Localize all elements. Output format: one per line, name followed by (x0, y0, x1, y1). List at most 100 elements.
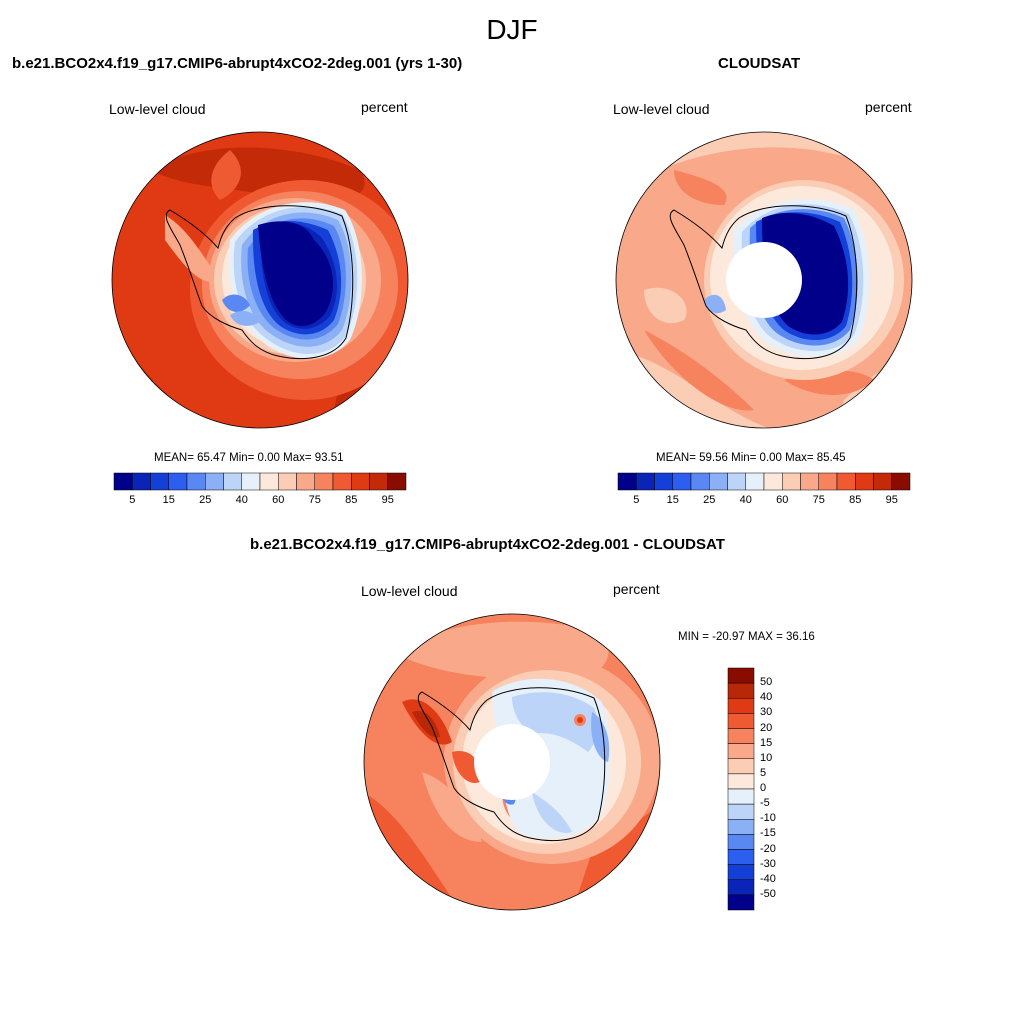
colorbar-tick-label: 40 (235, 494, 248, 506)
colorbar-tick-label: 40 (760, 691, 773, 704)
colorbar-swatch (654, 472, 673, 491)
colorbar-tick-label: 30 (760, 706, 773, 719)
panel-1-units-label: percent (361, 99, 408, 115)
colorbar-tick-label: -15 (760, 827, 776, 840)
colorbar-swatch (223, 472, 242, 491)
colorbar-swatch (727, 728, 755, 744)
colorbar-swatch (727, 788, 755, 805)
colorbar-swatch (727, 743, 755, 759)
colorbar-swatch (727, 758, 755, 775)
colorbar-swatch (800, 472, 819, 491)
colorbar-swatch (891, 472, 911, 491)
colorbar-swatch (727, 667, 755, 684)
colorbar-swatch (672, 472, 692, 491)
colorbar-swatch (186, 472, 206, 491)
colorbar-tick-label: 50 (760, 676, 773, 689)
colorbar-swatch (690, 472, 710, 491)
figure-title: DJF (486, 14, 538, 45)
colorbar-tick-label: 10 (760, 751, 773, 764)
colorbar-tick-label: 15 (162, 494, 175, 506)
colorbar-swatch (709, 472, 728, 491)
panel-2-colorbar-labels: 5 15 25 40 60 75 85 95 (618, 494, 910, 508)
colorbar-swatch (763, 472, 783, 491)
colorbar-tick-label: 25 (703, 494, 716, 506)
colorbar-tick-label: 15 (666, 494, 679, 506)
panel-2-map (615, 131, 913, 429)
colorbar-swatch (296, 472, 315, 491)
colorbar-swatch (727, 682, 755, 699)
colorbar-tick-label: 85 (345, 494, 358, 506)
colorbar-swatch (727, 834, 755, 850)
colorbar-swatch (241, 472, 261, 491)
colorbar-swatch (836, 472, 856, 491)
colorbar-swatch (727, 879, 755, 896)
panel-1-variable-label: Low-level cloud (109, 101, 206, 117)
colorbar-swatch (132, 472, 151, 491)
colorbar-swatch (727, 698, 755, 714)
panel-2-colorbar (617, 472, 911, 491)
colorbar-tick-label: 0 (760, 782, 767, 794)
colorbar-swatch (873, 472, 892, 491)
colorbar-swatch (782, 472, 801, 491)
colorbar-swatch (727, 819, 755, 835)
colorbar-tick-label: 60 (272, 494, 285, 506)
panel-2-variable-label: Low-level cloud (613, 101, 710, 117)
colorbar-swatch (727, 713, 755, 729)
colorbar-swatch (314, 472, 334, 491)
colorbar-swatch (855, 472, 874, 491)
panel-3-units-label: percent (613, 581, 660, 597)
panel-3-stats: MIN = -20.97 MAX = 36.16 (678, 631, 815, 643)
colorbar-tick-label: 75 (308, 494, 321, 506)
colorbar-tick-label: 75 (812, 494, 825, 506)
colorbar-swatch (745, 472, 765, 491)
colorbar-swatch (205, 472, 224, 491)
colorbar-swatch (351, 472, 370, 491)
panel-1-title: b.e21.BCO2x4.f19_g17.CMIP6-abrupt4xCO2-2… (12, 55, 463, 72)
colorbar-tick-label: -40 (760, 872, 776, 885)
colorbar-swatch (727, 864, 755, 880)
panel-2-title: CLOUDSAT (718, 55, 801, 72)
colorbar-tick-label: 60 (776, 494, 789, 506)
colorbar-tick-label: 95 (885, 494, 898, 506)
colorbar-tick-label: 85 (849, 494, 862, 506)
colorbar-swatch (617, 472, 637, 491)
colorbar-tick-label: -20 (760, 842, 776, 855)
colorbar-swatch (818, 472, 838, 491)
colorbar-swatch (278, 472, 297, 491)
colorbar-tick-label: 5 (129, 494, 136, 506)
panel-3-colorbar (727, 667, 755, 911)
colorbar-tick-label: 25 (199, 494, 212, 506)
panel-1-stats: MEAN= 65.47 Min= 0.00 Max= 93.51 (154, 452, 344, 464)
panel-2-units-label: percent (865, 99, 912, 115)
panel-3-colorbar-labels: 50 40 30 20 15 10 5 0 -5 -10 -15 -20 -30 -40 -50 (760, 668, 820, 910)
colorbar-swatch (168, 472, 188, 491)
panel-1-colorbar-labels: 5 15 25 40 60 75 85 95 (114, 494, 406, 508)
colorbar-tick-label: 95 (381, 494, 394, 506)
colorbar-swatch (387, 472, 407, 491)
panel-3-map (363, 613, 661, 911)
colorbar-tick-label: -10 (760, 812, 776, 825)
panel-3-variable-label: Low-level cloud (361, 583, 458, 599)
colorbar-swatch (636, 472, 655, 491)
colorbar-tick-label: -50 (760, 887, 776, 900)
colorbar-tick-label: 40 (739, 494, 752, 506)
colorbar-tick-label: -5 (760, 797, 770, 810)
panel-2-stats: MEAN= 59.56 Min= 0.00 Max= 85.45 (656, 452, 846, 464)
colorbar-swatch (727, 472, 746, 491)
panel-1-map (111, 131, 409, 429)
colorbar-swatch (727, 894, 755, 911)
colorbar-swatch (150, 472, 169, 491)
panel-3-title: b.e21.BCO2x4.f19_g17.CMIP6-abrupt4xCO2-2… (250, 536, 725, 553)
colorbar-swatch (369, 472, 388, 491)
colorbar-swatch (727, 803, 755, 820)
colorbar-tick-label: -30 (760, 857, 776, 870)
colorbar-swatch (727, 773, 755, 790)
colorbar-swatch (113, 472, 133, 491)
colorbar-tick-label: 5 (633, 494, 640, 506)
colorbar-tick-label: 5 (760, 766, 767, 779)
colorbar-tick-label: 20 (760, 721, 773, 734)
colorbar-tick-label: 15 (760, 736, 773, 749)
colorbar-swatch (727, 849, 755, 865)
colorbar-swatch (332, 472, 352, 491)
colorbar-swatch (259, 472, 279, 491)
